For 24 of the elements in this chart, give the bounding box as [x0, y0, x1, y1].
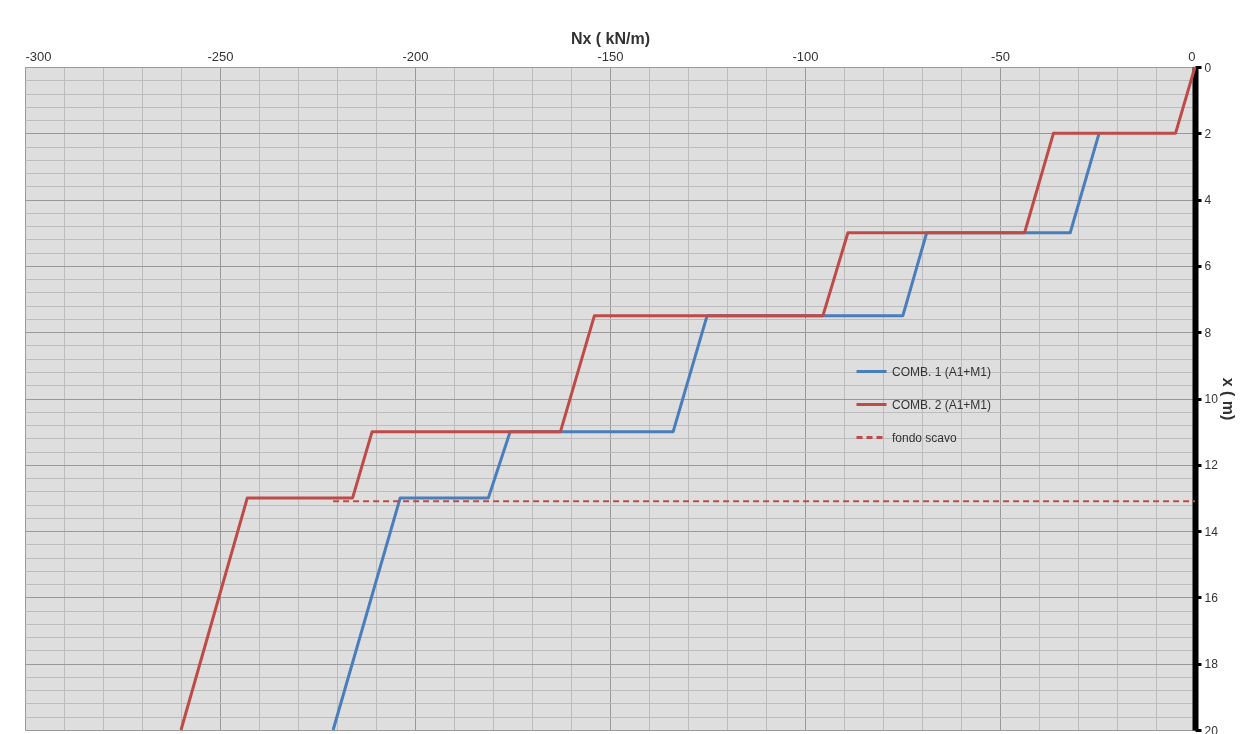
- x-tick-label: 0: [1188, 48, 1196, 64]
- y-tick-label: 10: [1204, 392, 1219, 406]
- y-tick-label: 18: [1204, 657, 1219, 672]
- y-tick-label: 2: [1204, 126, 1212, 141]
- y-tick-label: 6: [1204, 259, 1212, 274]
- y-axis-title: x ( m): [1219, 377, 1237, 421]
- legend-label: fondo scavo: [892, 430, 958, 445]
- y-tick-label: 0: [1204, 60, 1212, 75]
- x-tick-label: -200: [402, 48, 429, 64]
- y-tick-label: 4: [1204, 193, 1212, 208]
- x-axis-title: Nx ( kN/m): [570, 29, 651, 47]
- x-tick-label: -250: [207, 48, 234, 64]
- x-tick-label: -100: [792, 48, 819, 64]
- legend-label: COMB. 1 (A1+M1): [892, 364, 992, 379]
- x-tick-label: -300: [25, 48, 52, 64]
- y-tick-label: 16: [1204, 590, 1219, 605]
- y-tick-label: 14: [1204, 524, 1219, 539]
- legend-label: COMB. 2 (A1+M1): [892, 397, 992, 412]
- y-tick-label: 8: [1204, 325, 1212, 340]
- x-tick-label: -150: [597, 48, 624, 64]
- y-tick-label: 12: [1204, 458, 1219, 473]
- y-tick-label: 20: [1204, 723, 1219, 734]
- x-tick-label: -50: [991, 48, 1010, 64]
- line-series: [179, 65, 1197, 732]
